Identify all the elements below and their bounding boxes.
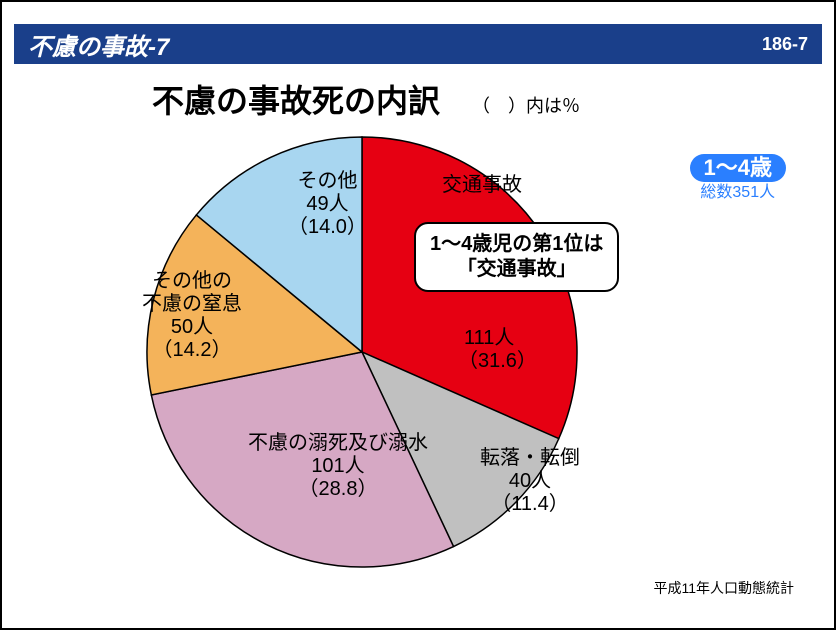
slide-title: 不慮の事故-7 [28, 27, 169, 62]
pie-svg [132, 122, 592, 582]
callout-line2: 「交通事故」 [430, 257, 603, 282]
callout-line1: 1～4歳児の第1位は [430, 232, 603, 257]
callout-box: 1～4歳児の第1位は 「交通事故」 [414, 222, 619, 292]
pie-chart [132, 122, 592, 582]
slide-number: 186-7 [762, 34, 808, 55]
paren-note: （ ）内は％ [472, 92, 580, 118]
title-bar: 不慮の事故-7 186-7 [14, 24, 822, 64]
age-badge-total: 総数351人 [690, 184, 786, 202]
age-badge-pill: 1～4歳 [690, 154, 786, 182]
chart-title: 不慮の事故死の内訳 [152, 76, 440, 122]
age-badge: 1～4歳 総数351人 [690, 154, 786, 202]
slide: 不慮の事故-7 186-7 不慮の事故死の内訳 （ ）内は％ 1～4歳 総数35… [0, 0, 836, 630]
source-note: 平成11年人口動態統計 [653, 578, 794, 598]
